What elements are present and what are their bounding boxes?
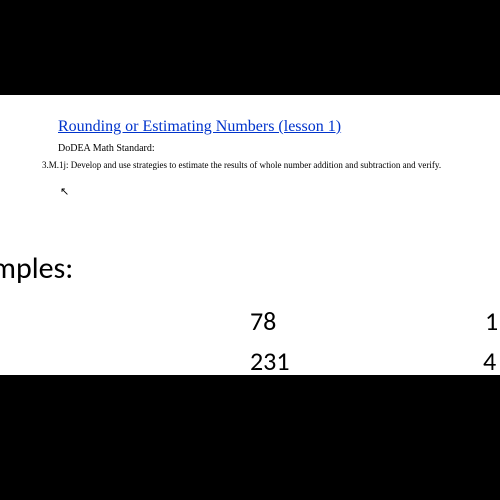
number-78: 78 [250,305,276,337]
standard-label: DoDEA Math Standard: [58,143,155,154]
standard-description: 3.M.1j: Develop and use strategies to es… [42,160,441,170]
number-right-1: 1 [485,305,498,337]
slide-container: Rounding or Estimating Numbers (lesson 1… [0,95,500,375]
examples-heading: mples: [0,250,73,287]
cursor-icon: ↖ [60,185,69,198]
slide-title: Rounding or Estimating Numbers (lesson 1… [58,118,341,136]
number-right-4: 4 [483,345,496,377]
number-231: 231 [250,345,290,377]
